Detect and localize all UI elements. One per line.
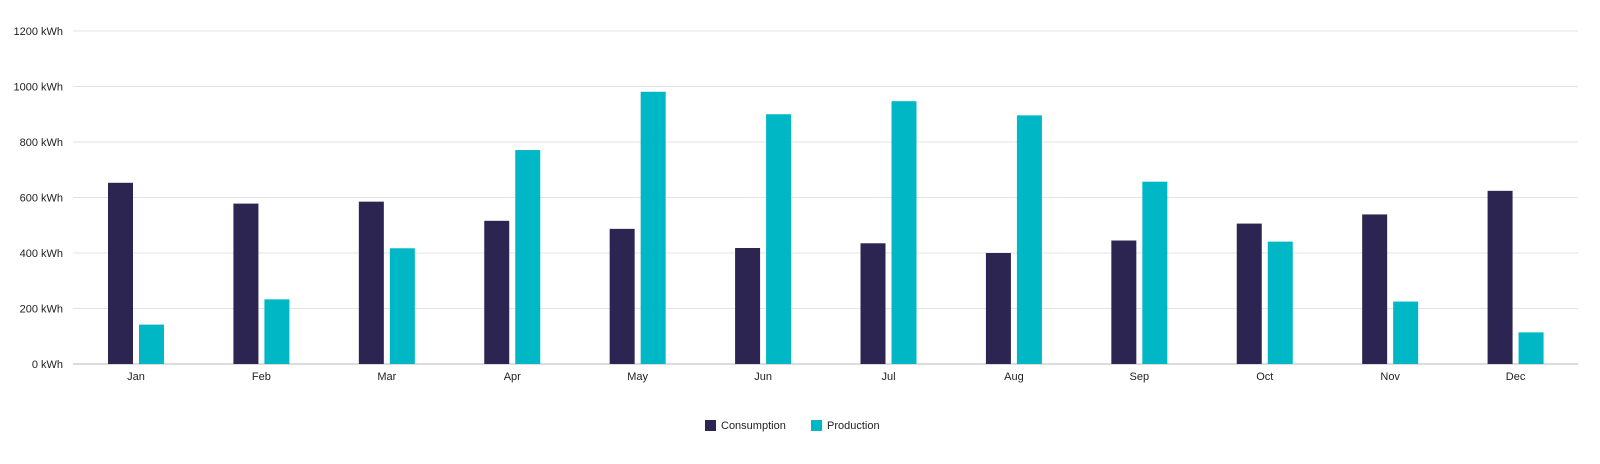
- legend-item-consumption[interactable]: Consumption: [705, 420, 786, 432]
- x-tick-label: Feb: [252, 371, 271, 383]
- bar-production-mar[interactable]: Mar Production: 417 kWh: [389, 248, 415, 364]
- x-tick-label: Apr: [504, 371, 521, 383]
- bar-consumption-may[interactable]: May Consumption: 487 kWh: [609, 228, 635, 364]
- x-axis-ticks: Jan Feb Mar Apr May Jun Jul Aug Sep Oct Nov Dec: [127, 371, 1526, 383]
- legend: Consumption Production: [705, 420, 880, 432]
- bar-consumption-apr[interactable]: Apr Consumption: 516 kWh: [484, 220, 510, 364]
- bar-consumption-nov[interactable]: Nov Consumption: 539 kWh: [1362, 214, 1388, 364]
- legend-swatch: [811, 420, 822, 431]
- legend-label: Consumption: [721, 420, 786, 432]
- bar-production-sep[interactable]: Sep Production: 657 kWh: [1142, 181, 1168, 364]
- bar-consumption-feb[interactable]: Feb Consumption: 578 kWh: [233, 203, 259, 364]
- x-tick-label: Mar: [377, 371, 396, 383]
- bar-production-apr[interactable]: Apr Production: 771 kWh: [515, 150, 541, 364]
- bar-consumption-dec[interactable]: Dec Consumption: 624 kWh: [1487, 190, 1513, 364]
- y-tick-label: 1200 kWh: [13, 26, 63, 38]
- y-tick-label: 0 kWh: [32, 359, 63, 371]
- bar-production-dec[interactable]: Dec Production: 114 kWh: [1518, 332, 1544, 364]
- x-tick-label: May: [627, 371, 648, 383]
- bar-consumption-mar[interactable]: Mar Consumption: 585 kWh: [358, 201, 384, 364]
- bar-consumption-sep[interactable]: Sep Consumption: 445 kWh: [1111, 240, 1137, 364]
- bar-production-jun[interactable]: Jun Production: 900 kWh: [766, 114, 792, 364]
- y-tick-label: 200 kWh: [20, 304, 63, 316]
- y-axis-ticks: 0 kWh 200 kWh 400 kWh 600 kWh 800 kWh 1000 kW…: [13, 26, 63, 371]
- bar-production-feb[interactable]: Feb Production: 233 kWh: [264, 299, 290, 364]
- x-tick-label: Jun: [754, 371, 772, 383]
- y-tick-label: 1000 kWh: [13, 82, 63, 94]
- bar-production-jul[interactable]: Jul Production: 947 kWh: [891, 101, 917, 365]
- bar-production-may[interactable]: May Production: 981 kWh: [640, 91, 666, 365]
- x-tick-label: Dec: [1506, 371, 1526, 383]
- y-tick-label: 600 kWh: [20, 193, 63, 205]
- gridlines: [73, 30, 1578, 365]
- bar-production-aug[interactable]: Aug Production: 896 kWh: [1016, 115, 1042, 364]
- bar-production-jan[interactable]: Jan Production: 142 kWh: [139, 324, 164, 364]
- bar-production-nov[interactable]: Nov Production: 225 kWh: [1393, 301, 1419, 364]
- y-tick-label: 400 kWh: [20, 248, 63, 260]
- x-tick-label: Jul: [881, 371, 895, 383]
- legend-swatch: [705, 420, 716, 431]
- x-tick-label: Sep: [1130, 371, 1150, 383]
- bar-production-oct[interactable]: Oct Production: 441 kWh: [1267, 241, 1293, 364]
- legend-label: Production: [827, 420, 880, 432]
- bar-consumption-aug[interactable]: Aug Consumption: 400 kWh: [985, 253, 1011, 364]
- bar-consumption-jul[interactable]: Jul Consumption: 435 kWh: [860, 243, 886, 364]
- y-tick-label: 800 kWh: [20, 137, 63, 149]
- bar-consumption-jan[interactable]: Jan Consumption: 653 kWh: [108, 182, 133, 364]
- x-tick-label: Aug: [1004, 371, 1024, 383]
- bar-consumption-oct[interactable]: Oct Consumption: 506 kWh: [1236, 223, 1262, 364]
- x-tick-label: Oct: [1256, 371, 1273, 383]
- x-tick-label: Jan: [127, 371, 145, 383]
- x-tick-label: Nov: [1380, 371, 1400, 383]
- bar-consumption-jun[interactable]: Jun Consumption: 418 kWh: [735, 248, 761, 364]
- legend-item-production[interactable]: Production: [811, 420, 880, 432]
